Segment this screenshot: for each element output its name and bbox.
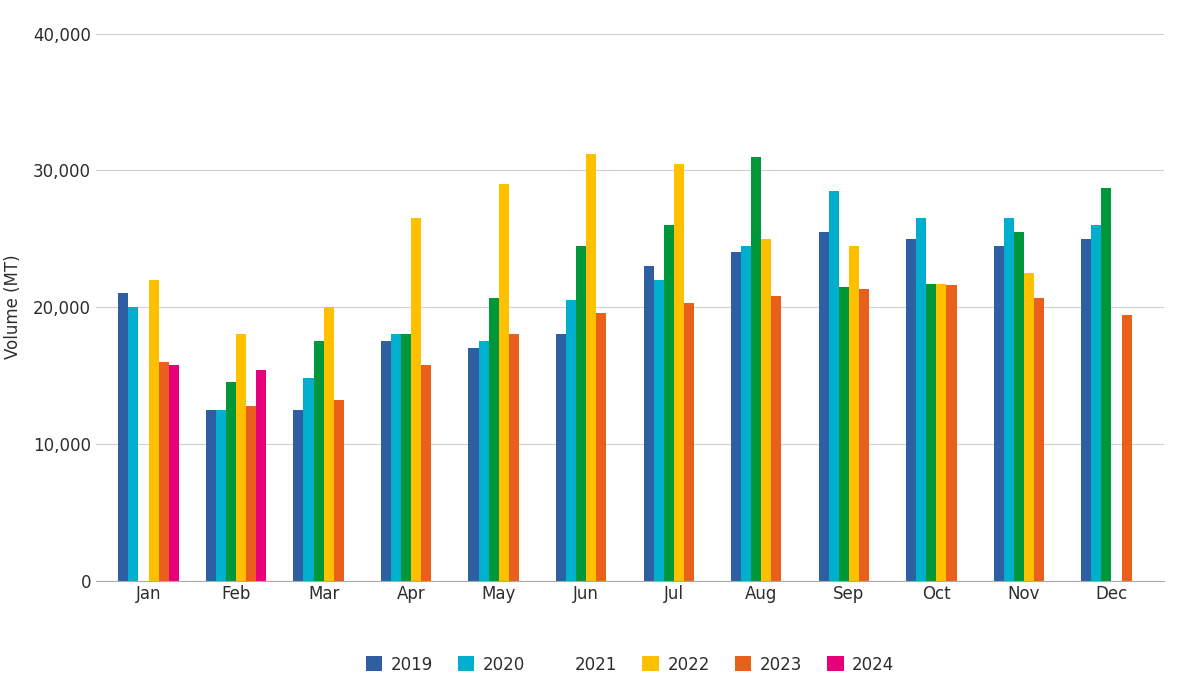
Bar — [468, 348, 479, 580]
Bar — [684, 303, 694, 580]
Bar — [673, 163, 684, 580]
Bar — [848, 246, 859, 580]
Bar — [206, 410, 216, 580]
Bar — [596, 313, 606, 580]
Bar — [149, 279, 158, 580]
Bar — [926, 284, 936, 580]
Bar — [761, 239, 772, 580]
Bar — [654, 279, 664, 580]
Bar — [643, 266, 654, 580]
Bar — [246, 406, 257, 580]
Bar — [751, 157, 761, 580]
Bar — [499, 184, 509, 580]
Bar — [401, 334, 412, 580]
Bar — [412, 218, 421, 580]
Bar — [936, 284, 947, 580]
Bar — [917, 218, 926, 580]
Bar — [158, 362, 169, 580]
Bar — [839, 287, 848, 580]
Bar — [1081, 239, 1091, 580]
Bar — [587, 154, 596, 580]
Bar — [1014, 232, 1024, 580]
Bar — [906, 239, 917, 580]
Bar — [216, 410, 226, 580]
Bar — [313, 342, 324, 580]
Bar — [304, 378, 313, 580]
Bar — [1091, 225, 1102, 580]
Bar — [509, 334, 518, 580]
Bar — [226, 382, 236, 580]
Bar — [731, 252, 742, 580]
Bar — [1122, 315, 1132, 580]
Bar — [334, 400, 343, 580]
Bar — [257, 370, 266, 580]
Bar — [479, 342, 488, 580]
Bar — [576, 246, 587, 580]
Bar — [294, 410, 304, 580]
Bar — [421, 364, 431, 580]
Bar — [556, 334, 566, 580]
Bar — [947, 286, 956, 580]
Bar — [169, 364, 179, 580]
Bar — [994, 246, 1004, 580]
Bar — [566, 300, 576, 580]
Bar — [742, 246, 751, 580]
Bar — [324, 307, 334, 580]
Bar — [488, 298, 499, 580]
Bar — [859, 290, 869, 580]
Bar — [772, 296, 781, 580]
Bar — [1004, 218, 1014, 580]
Bar — [829, 191, 839, 580]
Bar — [391, 334, 401, 580]
Bar — [128, 307, 138, 580]
Bar — [1102, 188, 1111, 580]
Bar — [818, 232, 829, 580]
Legend: 2019, 2020, 2021, 2022, 2023, 2024: 2019, 2020, 2021, 2022, 2023, 2024 — [359, 649, 901, 675]
Bar — [380, 342, 391, 580]
Y-axis label: Volume (MT): Volume (MT) — [4, 255, 22, 359]
Bar — [1034, 298, 1044, 580]
Bar — [119, 294, 128, 580]
Bar — [236, 334, 246, 580]
Bar — [1024, 273, 1034, 580]
Bar — [664, 225, 673, 580]
